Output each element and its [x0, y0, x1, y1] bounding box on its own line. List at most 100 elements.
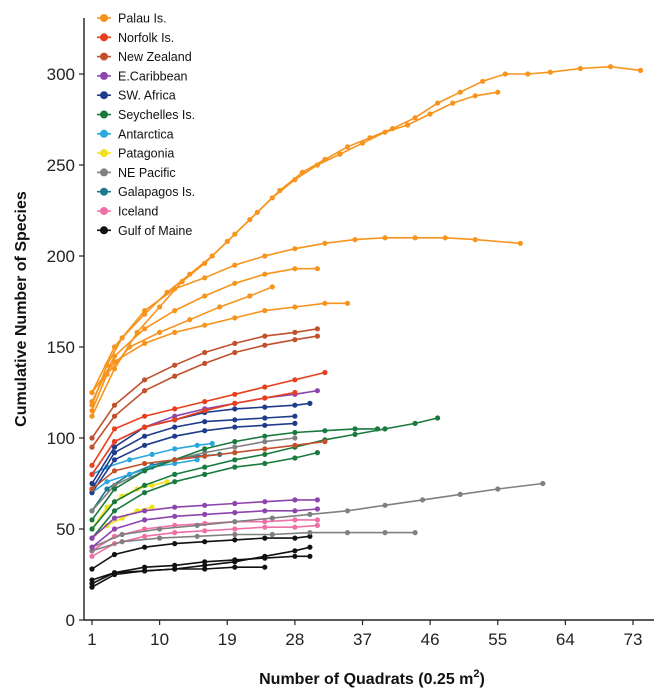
legend-item-iceland: Iceland — [97, 205, 158, 219]
data-point-palau-is — [269, 195, 275, 201]
data-point-seychelles-is — [352, 431, 358, 437]
data-point-sw-africa — [202, 428, 208, 434]
data-point-ne-pacific — [157, 535, 163, 541]
data-point-seychelles-is — [232, 464, 238, 470]
legend-label: Gulf of Maine — [118, 224, 192, 238]
data-point-seychelles-is — [142, 468, 148, 474]
data-point-palau-is — [187, 317, 193, 323]
data-point-palau-is — [202, 275, 208, 281]
data-point-palau-is — [472, 237, 478, 243]
legend-marker — [100, 168, 108, 177]
data-point-norfolk-is — [172, 417, 178, 423]
data-point-gulf-of-maine — [262, 555, 268, 561]
x-tick-label: 46 — [421, 630, 440, 649]
data-point-gulf-of-maine — [142, 568, 148, 574]
data-point-palau-is — [202, 260, 208, 266]
data-point-seychelles-is — [292, 429, 298, 436]
data-point-sw-africa — [232, 406, 238, 412]
data-point-palau-is — [104, 371, 110, 377]
data-point-palau-is — [637, 67, 644, 73]
data-point-palau-is — [517, 240, 523, 246]
data-point-palau-is — [607, 64, 614, 70]
data-point-norfolk-is — [142, 413, 148, 419]
legend-label: Galapagos Is. — [118, 185, 195, 199]
data-point-gulf-of-maine — [89, 577, 95, 583]
legend-marker — [100, 110, 108, 119]
x-tick-label: 19 — [218, 630, 237, 649]
data-point-ne-pacific — [344, 508, 351, 514]
data-point-palau-is — [202, 293, 208, 299]
data-point-gulf-of-maine — [202, 559, 208, 565]
series-line-ne-pacific — [91, 531, 416, 552]
series-line-palau-is — [91, 302, 348, 393]
legend-item-galapagos-is: Galapagos Is. — [97, 185, 195, 199]
data-point-gulf-of-maine — [89, 581, 95, 587]
data-point-palau-is — [89, 408, 95, 414]
data-point-norfolk-is — [142, 424, 148, 430]
series-line-norfolk-is — [91, 391, 296, 475]
data-point-ne-pacific — [119, 531, 125, 538]
data-point-new-zealand — [292, 337, 298, 343]
data-point-iceland — [314, 517, 320, 523]
data-point-gulf-of-maine — [292, 553, 298, 559]
data-point-e-caribbean — [314, 506, 320, 512]
data-point-norfolk-is — [202, 399, 208, 405]
data-point-iceland — [314, 522, 320, 529]
data-point-seychelles-is — [262, 460, 268, 467]
series-line-sw-africa — [91, 422, 295, 494]
data-point-new-zealand — [142, 460, 148, 467]
data-point-seychelles-is — [232, 439, 238, 445]
legend: Palau Is. Norfolk Is. New Zealand E.Caribbe… — [97, 12, 195, 238]
data-point-gulf-of-maine — [142, 564, 148, 570]
data-point-ne-pacific — [540, 480, 546, 487]
data-point-e-caribbean — [232, 509, 238, 516]
data-point-ne-pacific — [307, 530, 313, 536]
data-point-ne-pacific — [232, 444, 238, 450]
legend-label: NE Pacific — [118, 166, 176, 180]
data-point-iceland — [232, 526, 238, 532]
data-point-norfolk-is — [262, 384, 268, 390]
data-point-palau-is — [89, 413, 95, 419]
legend-item-norfolk-is: Norfolk Is. — [97, 31, 174, 45]
data-point-seychelles-is — [202, 471, 208, 477]
data-point-iceland — [202, 528, 208, 534]
x-tick-label: 10 — [150, 630, 169, 649]
legend-item-patagonia: Patagonia — [97, 147, 174, 161]
data-point-antarctica — [127, 457, 133, 463]
data-point-gulf-of-maine — [111, 570, 118, 576]
legend-marker — [100, 207, 108, 215]
data-point-palau-is — [247, 293, 253, 299]
data-point-ne-pacific — [232, 531, 238, 538]
data-point-e-caribbean — [89, 544, 95, 550]
data-point-new-zealand — [314, 326, 320, 332]
data-point-seychelles-is — [89, 526, 95, 532]
data-point-sw-africa — [262, 404, 268, 410]
data-point-ne-pacific — [89, 508, 95, 514]
data-point-norfolk-is — [202, 408, 208, 414]
data-point-sw-africa — [111, 457, 118, 463]
data-point-seychelles-is — [89, 517, 95, 523]
data-point-norfolk-is — [89, 462, 95, 468]
data-point-seychelles-is — [322, 428, 328, 434]
data-point-ne-pacific — [119, 539, 125, 545]
data-point-gulf-of-maine — [307, 553, 313, 559]
legend-marker — [100, 226, 108, 235]
data-point-norfolk-is — [232, 391, 238, 397]
data-point-sw-africa — [172, 433, 178, 439]
data-point-new-zealand — [292, 329, 298, 335]
data-point-palau-is — [344, 300, 351, 306]
series-line-antarctica — [91, 459, 198, 494]
legend-label: Norfolk Is. — [118, 31, 174, 45]
data-point-e-caribbean — [232, 500, 238, 507]
data-point-antarctica — [172, 460, 178, 467]
data-point-seychelles-is — [292, 455, 298, 461]
data-point-sw-africa — [89, 490, 95, 496]
data-point-palau-is — [502, 71, 508, 77]
legend-label: Iceland — [118, 205, 158, 219]
legend-marker — [100, 14, 108, 22]
y-tick-label: 250 — [47, 156, 75, 175]
data-point-sw-africa — [111, 444, 118, 450]
data-point-e-caribbean — [262, 499, 268, 505]
data-point-e-caribbean — [111, 526, 118, 532]
data-point-seychelles-is — [111, 508, 118, 514]
